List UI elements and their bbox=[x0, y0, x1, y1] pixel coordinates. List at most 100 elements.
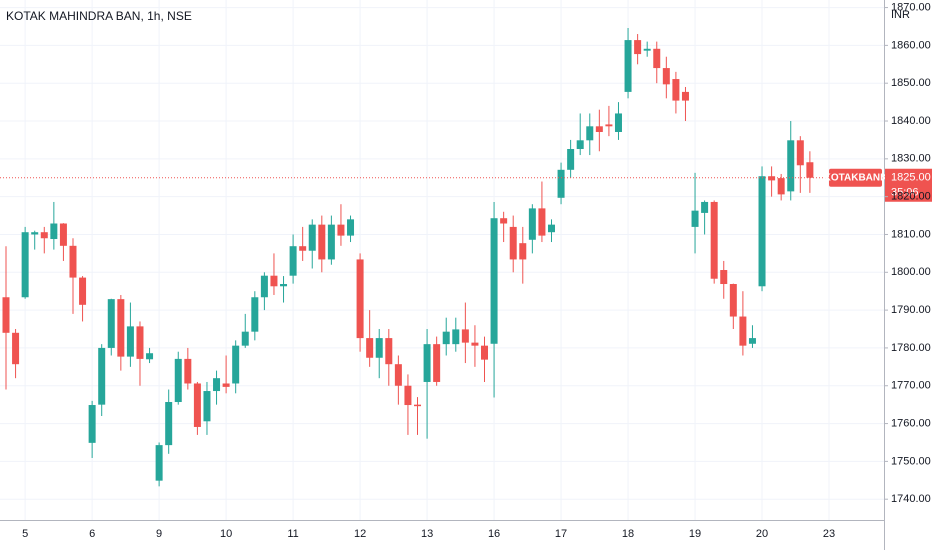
candle-body bbox=[79, 277, 87, 305]
y-tick-label: 1770.00 bbox=[891, 380, 931, 392]
candle-body bbox=[174, 358, 182, 403]
x-tick-label: 9 bbox=[156, 528, 162, 540]
candle-body bbox=[796, 140, 804, 166]
y-tick-label: 1790.00 bbox=[891, 304, 931, 316]
grid-layer bbox=[0, 0, 884, 520]
candle-body bbox=[528, 208, 536, 240]
candle-body bbox=[155, 445, 163, 481]
candle-body bbox=[538, 208, 546, 236]
x-tick-label: 19 bbox=[689, 528, 701, 540]
candle-body bbox=[404, 385, 412, 406]
candle-body bbox=[366, 338, 374, 358]
candle-body bbox=[98, 347, 106, 405]
candle-body bbox=[337, 224, 345, 236]
candle-body bbox=[557, 169, 565, 198]
candle-body bbox=[59, 223, 67, 246]
candle-body bbox=[509, 226, 517, 260]
y-tick-label: 1840.00 bbox=[891, 115, 931, 127]
x-tick-label: 10 bbox=[220, 528, 232, 540]
candle-body bbox=[40, 232, 48, 239]
candle-body bbox=[442, 331, 450, 345]
x-tick-label: 18 bbox=[622, 528, 634, 540]
y-tick-label: 1740.00 bbox=[891, 493, 931, 505]
x-tick-label: 12 bbox=[354, 528, 366, 540]
candle-body bbox=[500, 218, 508, 224]
x-tick-label: 5 bbox=[22, 528, 28, 540]
candle-body bbox=[222, 383, 230, 387]
x-tick-label: 23 bbox=[823, 528, 835, 540]
candle-body bbox=[605, 124, 613, 127]
overlay-layer: KOTAKBANK 1825.00 35:06 bbox=[0, 168, 932, 202]
candle-body bbox=[471, 342, 479, 346]
candle-body bbox=[232, 345, 240, 384]
candle-body bbox=[748, 338, 756, 344]
candle-body bbox=[414, 404, 422, 407]
candle-body bbox=[394, 364, 402, 386]
candle-body bbox=[806, 162, 814, 178]
candle-body bbox=[117, 299, 125, 357]
currency-label: INR bbox=[891, 9, 910, 21]
x-tick-label: 11 bbox=[287, 528, 298, 540]
candle-body bbox=[452, 329, 460, 345]
candle-body bbox=[481, 345, 488, 360]
candle-body bbox=[2, 297, 10, 333]
y-tick-label: 1830.00 bbox=[891, 153, 931, 165]
candle-body bbox=[768, 176, 776, 181]
candle-body bbox=[681, 91, 689, 101]
y-tick-label: 1870.00 bbox=[891, 1, 931, 13]
candle-body bbox=[634, 40, 642, 55]
candle-body bbox=[624, 40, 632, 92]
candle-body bbox=[547, 224, 555, 233]
candle-body bbox=[308, 224, 316, 251]
candle-body bbox=[126, 326, 134, 357]
candle-body bbox=[251, 297, 259, 332]
y-tick-label: 1780.00 bbox=[891, 342, 931, 354]
candle-body bbox=[260, 275, 268, 298]
candle-body bbox=[643, 48, 651, 51]
candle-body bbox=[787, 140, 795, 192]
candle-body bbox=[356, 259, 364, 339]
candle-body bbox=[241, 331, 249, 346]
candle-body bbox=[107, 299, 115, 348]
candle-body bbox=[375, 338, 383, 358]
y-tick-label: 1860.00 bbox=[891, 39, 931, 51]
candle-body bbox=[193, 383, 201, 427]
candle-body bbox=[146, 353, 154, 360]
price-badge bbox=[885, 168, 932, 202]
y-tick-label: 1800.00 bbox=[891, 266, 931, 278]
y-tick-label: 1750.00 bbox=[891, 455, 931, 467]
symbol-label: KOTAKBANK bbox=[824, 172, 888, 183]
candle-body bbox=[614, 113, 622, 132]
candle-body bbox=[490, 218, 498, 344]
candle-body bbox=[50, 223, 58, 240]
candle-body bbox=[213, 378, 221, 392]
candle-body bbox=[165, 402, 173, 446]
candle-body bbox=[347, 219, 355, 236]
candle-body bbox=[567, 149, 575, 170]
y-tick-label: 1810.00 bbox=[891, 228, 931, 240]
candle-body bbox=[385, 338, 393, 365]
candle-body bbox=[739, 316, 747, 346]
candle-body bbox=[720, 270, 728, 285]
candle-body bbox=[433, 344, 441, 382]
candle-body bbox=[758, 176, 766, 287]
chart-title: KOTAK MAHINDRA BAN, 1h, NSE bbox=[6, 9, 192, 23]
candle-body bbox=[203, 391, 211, 422]
candle-body bbox=[701, 201, 709, 213]
countdown-label: 35:06 bbox=[891, 187, 919, 199]
candle-body bbox=[184, 358, 192, 384]
x-tick-label: 13 bbox=[421, 528, 433, 540]
candle-body bbox=[21, 232, 29, 298]
candle-body bbox=[777, 178, 785, 195]
candle-body bbox=[586, 126, 594, 141]
candle-body bbox=[299, 246, 307, 251]
candle-body bbox=[88, 405, 96, 443]
y-tick-label: 1760.00 bbox=[891, 417, 931, 429]
candle-body bbox=[31, 232, 39, 235]
candle-body bbox=[729, 284, 737, 317]
candle-body bbox=[576, 140, 584, 150]
candle-body bbox=[69, 245, 77, 278]
symbol-badge bbox=[829, 168, 882, 187]
candle-body bbox=[691, 210, 699, 227]
